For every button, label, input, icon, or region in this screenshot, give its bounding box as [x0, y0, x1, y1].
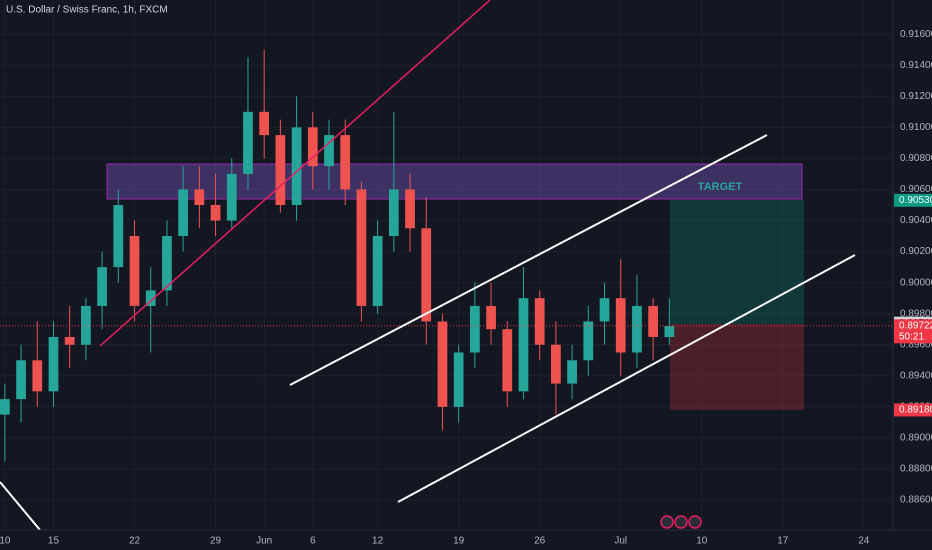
candle-body [372, 236, 383, 306]
axes: 0.886000.888000.890000.892000.894000.896… [0, 29, 932, 547]
candle-body [648, 305, 658, 337]
candle-body [145, 290, 156, 306]
price-badge [894, 319, 932, 344]
candle-body [0, 399, 10, 415]
candle-body [226, 173, 237, 221]
candle-body [486, 305, 496, 330]
candle-body [129, 236, 140, 306]
price-badge-label: 0.90530 [899, 195, 932, 206]
candle-body [32, 360, 43, 392]
candle-body [356, 189, 367, 306]
trend-line [99, 0, 491, 347]
resistance-zone [106, 163, 803, 200]
trend-line-lower [0, 481, 41, 531]
candle-body [453, 352, 464, 407]
event-icon[interactable] [674, 515, 688, 529]
price-badge-label: 0.89180 [899, 405, 932, 416]
x-tick-label: 17 [777, 536, 789, 547]
event-icon[interactable] [688, 515, 702, 529]
target-zone [670, 200, 804, 324]
candle-body [470, 305, 480, 353]
candle-body [113, 204, 124, 268]
x-tick-label: 19 [453, 536, 465, 547]
candle-body [64, 336, 75, 345]
candle-body [502, 329, 513, 392]
candle-body [534, 298, 545, 345]
price-badge-label: 0.89722 [899, 320, 932, 331]
candle-body [81, 305, 91, 345]
x-tick-label: Jun [256, 536, 272, 547]
candle-body [178, 189, 188, 237]
candle-body [518, 298, 529, 392]
channel-upper [289, 134, 768, 386]
candle-body [275, 135, 286, 205]
chart-title: U.S. Dollar / Swiss Franc, 1h, FXCM [6, 5, 168, 16]
candle-body [243, 111, 253, 174]
x-tick-label: 24 [858, 536, 870, 547]
candle-body [599, 298, 610, 322]
candle-body [567, 360, 577, 384]
price-badge [894, 403, 932, 417]
price-axis [893, 0, 932, 550]
x-tick-label: 22 [129, 536, 141, 547]
event-icons[interactable] [660, 515, 702, 529]
stop-zone [670, 324, 804, 410]
candle-body [48, 336, 59, 392]
candles [0, 49, 893, 462]
x-tick-label: 15 [48, 536, 60, 547]
x-tick-label: 10 [696, 536, 708, 547]
countdown-label: 50:21 [899, 331, 924, 342]
candle-body [210, 204, 221, 221]
candle-body [16, 360, 26, 400]
candle-body [664, 326, 675, 337]
target-label: TARGET [698, 181, 743, 193]
candle-body [388, 189, 399, 237]
candle-body [259, 111, 270, 136]
candle-body [405, 189, 415, 229]
candle-body [437, 321, 448, 407]
candle-body [551, 344, 561, 384]
grid [0, 0, 893, 528]
x-tick-label: 29 [210, 536, 222, 547]
x-tick-label: 26 [534, 536, 546, 547]
candle-body [632, 305, 642, 353]
y-tick-label: 0.91600 [900, 29, 932, 40]
x-tick-label: 10 [0, 536, 11, 547]
candle-body [324, 135, 334, 167]
candle-body [615, 298, 626, 353]
candle-body [583, 321, 594, 361]
x-tick-label: Jul [614, 536, 627, 547]
price-badge [894, 193, 932, 207]
candle-body [421, 228, 432, 322]
candle-body [97, 267, 107, 306]
candle-body [307, 127, 318, 167]
channel-lower [397, 254, 856, 503]
candle-body [162, 236, 172, 291]
x-tick-label: 6 [310, 536, 316, 547]
candle-body [291, 127, 302, 205]
candle-body [194, 189, 205, 205]
candle-body [340, 135, 351, 190]
event-icon[interactable] [660, 515, 674, 529]
x-tick-label: 12 [372, 536, 384, 547]
